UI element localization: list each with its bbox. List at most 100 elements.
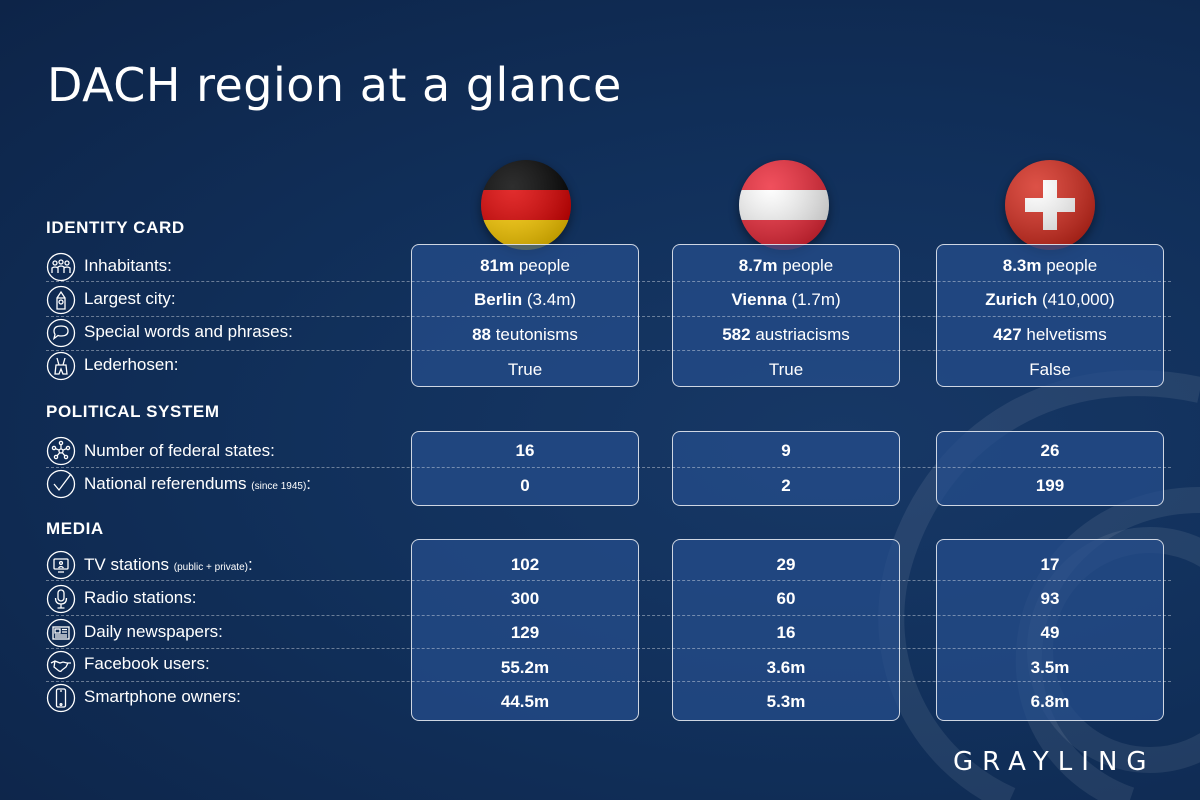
- row-label-lederhosen: Lederhosen:: [84, 355, 179, 374]
- cell-bold: 5.3m: [766, 692, 806, 711]
- cell-smartphone-austria: 5.3m: [672, 692, 900, 712]
- cell-lederhosen-germany: True: [411, 360, 639, 380]
- newspaper-icon: [46, 618, 76, 648]
- row-label-daily-newspapers: Daily newspapers:: [84, 622, 223, 641]
- row-label-note: (public + private): [173, 562, 248, 573]
- cell-rest: (1.7m): [786, 290, 841, 309]
- cell-referendums-austria: 2: [672, 476, 900, 496]
- cell-inhabitants-switzerland: 8.3m people: [936, 256, 1164, 276]
- speech-bubble-icon: [46, 318, 76, 348]
- cell-bold: 8.3m: [1002, 256, 1042, 275]
- smartphone-icon: [46, 683, 76, 713]
- cell-bold: Berlin: [473, 290, 523, 309]
- row-label-smartphone-owners: Smartphone owners:: [84, 687, 241, 706]
- cell-radio-switzerland: 93: [936, 589, 1164, 609]
- cell-rest: True: [768, 360, 804, 379]
- cell-special-words-austria: 582 austriacisms: [672, 325, 900, 345]
- row-label-text: TV stations: [84, 555, 170, 574]
- section-heading-identity-card: IDENTITY CARD: [46, 218, 185, 237]
- tv-icon: [46, 550, 76, 580]
- row-divider: [46, 648, 1171, 649]
- cell-newspapers-switzerland: 49: [936, 623, 1164, 643]
- cell-bold: 26: [1040, 441, 1060, 460]
- row-label-tv-stations: TV stations (public + private):: [84, 555, 253, 575]
- austria-flag-icon: [739, 160, 829, 250]
- cell-special-words-switzerland: 427 helvetisms: [936, 325, 1164, 345]
- cell-referendums-germany: 0: [411, 476, 639, 496]
- cell-rest: True: [507, 360, 543, 379]
- cell-rest: (3.4m): [522, 290, 577, 309]
- cell-bold: 81m: [480, 256, 515, 275]
- cell-federal-states-austria: 9: [672, 441, 900, 461]
- cell-smartphone-switzerland: 6.8m: [936, 692, 1164, 712]
- cell-bold: 3.5m: [1030, 658, 1070, 677]
- cell-bold: 88: [472, 325, 491, 344]
- cell-inhabitants-austria: 8.7m people: [672, 256, 900, 276]
- section-heading-political-system: POLITICAL SYSTEM: [46, 402, 220, 421]
- cell-bold: 16: [776, 623, 796, 642]
- cell-federal-states-switzerland: 26: [936, 441, 1164, 461]
- landmark-icon: [46, 285, 76, 315]
- cell-bold: 300: [510, 589, 540, 608]
- cell-bold: 17: [1040, 555, 1060, 574]
- cell-bold: 129: [510, 623, 540, 642]
- cell-radio-austria: 60: [672, 589, 900, 609]
- political-card-austria: [672, 431, 900, 506]
- cell-bold: 102: [510, 555, 540, 574]
- cell-bold: Vienna: [731, 290, 787, 309]
- row-divider: [46, 580, 1171, 581]
- cell-rest: (410,000): [1037, 290, 1115, 309]
- cell-bold: 8.7m: [738, 256, 778, 275]
- cell-facebook-austria: 3.6m: [672, 658, 900, 678]
- row-divider: [46, 316, 1171, 317]
- cell-largest-city-austria: Vienna (1.7m): [672, 290, 900, 310]
- cell-tv-switzerland: 17: [936, 555, 1164, 575]
- identity-card-switzerland: [936, 244, 1164, 387]
- cell-facebook-germany: 55.2m: [411, 658, 639, 678]
- cell-rest: austriacisms: [750, 325, 850, 344]
- cell-federal-states-germany: 16: [411, 441, 639, 461]
- cell-rest: helvetisms: [1021, 325, 1107, 344]
- cell-bold: 93: [1040, 589, 1060, 608]
- row-divider: [46, 350, 1171, 351]
- microphone-icon: [46, 584, 76, 614]
- row-label-note: (since 1945): [251, 481, 307, 492]
- cell-radio-germany: 300: [411, 589, 639, 609]
- cell-rest: teutonisms: [490, 325, 578, 344]
- cell-bold: 582: [722, 325, 751, 344]
- cell-bold: 0: [520, 476, 530, 495]
- cell-bold: 29: [776, 555, 796, 574]
- cell-bold: 9: [781, 441, 791, 460]
- page-title: DACH region at a glance: [47, 58, 622, 112]
- cell-bold: 2: [781, 476, 791, 495]
- cell-lederhosen-switzerland: False: [936, 360, 1164, 380]
- row-label-radio-stations: Radio stations:: [84, 588, 197, 607]
- media-card-austria: [672, 539, 900, 721]
- cell-tv-germany: 102: [411, 555, 639, 575]
- cell-smartphone-germany: 44.5m: [411, 692, 639, 712]
- cell-rest: False: [1029, 360, 1071, 379]
- row-label-largest-city: Largest city:: [84, 289, 176, 308]
- cell-bold: 60: [776, 589, 796, 608]
- row-label-special-words: Special words and phrases:: [84, 322, 293, 341]
- row-divider: [46, 281, 1171, 282]
- row-label-text: National referendums: [84, 474, 247, 493]
- cell-inhabitants-germany: 81m people: [411, 256, 639, 276]
- cell-bold: 16: [515, 441, 535, 460]
- cell-facebook-switzerland: 3.5m: [936, 658, 1164, 678]
- grayling-logo: GRAYLING: [953, 747, 1156, 777]
- cell-largest-city-germany: Berlin (3.4m): [411, 290, 639, 310]
- people-icon: [46, 252, 76, 282]
- switzerland-flag-icon: [1005, 160, 1095, 250]
- cell-bold: 49: [1040, 623, 1060, 642]
- cell-tv-austria: 29: [672, 555, 900, 575]
- cell-rest: people: [777, 256, 834, 275]
- political-card-switzerland: [936, 431, 1164, 506]
- network-icon: [46, 436, 76, 466]
- cell-bold: 55.2m: [500, 658, 550, 677]
- row-label-facebook-users: Facebook users:: [84, 654, 210, 673]
- cell-largest-city-switzerland: Zurich (410,000): [936, 290, 1164, 310]
- political-card-germany: [411, 431, 639, 506]
- handshake-icon: [46, 650, 76, 680]
- media-card-switzerland: [936, 539, 1164, 721]
